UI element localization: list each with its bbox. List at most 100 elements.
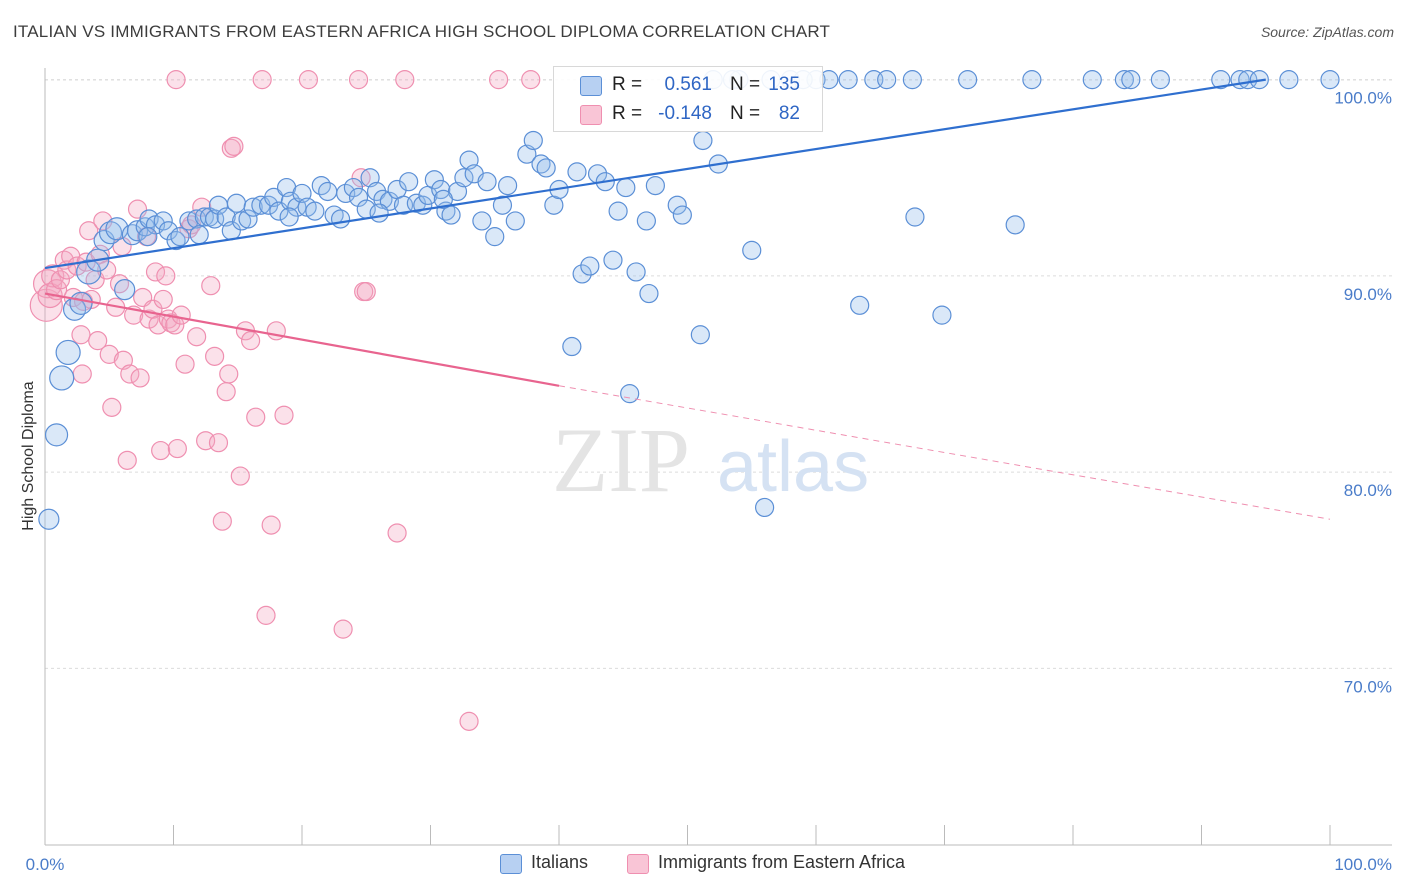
point-italians xyxy=(93,229,115,252)
point-italians xyxy=(498,176,518,196)
point-italians xyxy=(238,209,258,229)
y-tick-label: 70.0% xyxy=(1344,677,1392,696)
legend-label-immigrants: Immigrants from Eastern Africa xyxy=(658,852,906,872)
point-italians xyxy=(672,205,692,225)
point-italians xyxy=(348,187,369,207)
trend-line-immigrants-extension xyxy=(558,385,1331,520)
point-italians xyxy=(399,172,419,192)
point-italians xyxy=(567,162,587,182)
point-italians xyxy=(38,508,60,530)
point-italians xyxy=(330,209,351,229)
point-italians xyxy=(636,211,656,231)
source-label: Source: ZipAtlas.com xyxy=(1260,24,1394,40)
n-value: 135 xyxy=(768,74,800,95)
point-italians xyxy=(433,189,453,209)
point-immigrants xyxy=(205,346,225,366)
point-italians xyxy=(742,240,762,260)
trend-lines xyxy=(44,78,1331,520)
point-italians xyxy=(343,177,363,198)
r-label: R = xyxy=(612,103,643,124)
point-immigrants xyxy=(88,331,108,351)
y-tick-label: 90.0% xyxy=(1344,285,1392,304)
point-immigrants xyxy=(521,70,541,90)
tick-labels: 100.0% 90.0% 80.0% 70.0% 0.0% 100.0% xyxy=(26,89,1392,874)
point-immigrants xyxy=(130,368,150,388)
point-italians xyxy=(477,172,497,192)
point-immigrants xyxy=(166,70,186,90)
point-italians xyxy=(55,339,81,366)
point-immigrants xyxy=(167,438,187,459)
point-immigrants xyxy=(212,511,232,531)
legend-label-italians: Italians xyxy=(531,852,589,872)
point-italians xyxy=(1279,70,1299,90)
x-tick-label: 100.0% xyxy=(1334,855,1392,874)
point-italians xyxy=(318,181,338,202)
point-italians xyxy=(138,227,158,247)
point-immigrants xyxy=(252,70,272,90)
point-italians xyxy=(1082,70,1102,90)
n-label: N = xyxy=(730,103,761,124)
point-italians xyxy=(958,70,978,90)
point-immigrants xyxy=(93,211,113,231)
point-italians xyxy=(472,211,492,231)
point-immigrants xyxy=(216,382,236,402)
point-italians xyxy=(369,203,389,223)
point-italians xyxy=(850,295,870,315)
legend-swatch-italians xyxy=(580,76,602,96)
point-italians xyxy=(454,168,474,188)
point-immigrants xyxy=(459,711,479,731)
point-immigrants xyxy=(153,289,173,310)
trend-line-immigrants xyxy=(44,292,560,387)
point-italians xyxy=(580,256,600,276)
point-immigrants xyxy=(97,260,117,280)
point-italians xyxy=(838,70,858,90)
axes xyxy=(44,68,1392,846)
point-italians xyxy=(616,177,636,198)
point-italians xyxy=(485,227,505,247)
point-italians xyxy=(754,497,775,518)
y-axis-label: High School Diploma xyxy=(20,381,37,531)
point-italians xyxy=(98,221,123,245)
point-immigrants xyxy=(79,221,99,241)
stats-legend-row-immigrants: R = -0.148 N = 82 xyxy=(554,100,822,130)
point-italians xyxy=(1005,215,1025,235)
x-tick-label: 0.0% xyxy=(26,855,65,874)
point-immigrants xyxy=(274,405,294,425)
point-italians xyxy=(505,211,525,231)
point-immigrants xyxy=(175,354,195,374)
point-italians xyxy=(49,365,75,391)
point-italians xyxy=(690,325,710,345)
point-italians xyxy=(572,264,592,284)
point-immigrants xyxy=(246,407,266,427)
point-italians xyxy=(645,176,665,196)
point-immigrants xyxy=(50,270,71,290)
r-value: -0.148 xyxy=(658,103,712,124)
point-italians xyxy=(305,201,325,221)
point-immigrants xyxy=(230,466,250,486)
point-immigrants xyxy=(99,344,119,364)
n-label: N = xyxy=(730,74,761,95)
legend-swatch-italians xyxy=(500,854,522,874)
point-italians xyxy=(1150,70,1170,90)
point-italians xyxy=(902,70,922,90)
point-immigrants xyxy=(333,619,353,639)
chart-title: ITALIAN VS IMMIGRANTS FROM EASTERN AFRIC… xyxy=(13,22,831,41)
point-italians xyxy=(279,207,299,227)
point-immigrants xyxy=(298,70,319,90)
series-italians-points xyxy=(38,70,1340,530)
point-italians xyxy=(1320,70,1340,90)
point-italians xyxy=(69,291,93,315)
legend-swatch-immigrants xyxy=(580,105,602,125)
point-italians xyxy=(620,384,640,404)
point-immigrants xyxy=(348,70,369,90)
point-italians xyxy=(170,227,190,247)
r-value: 0.561 xyxy=(664,74,712,95)
trend-line-italians xyxy=(44,78,1266,270)
point-italians xyxy=(626,262,646,282)
point-italians xyxy=(932,305,952,325)
watermark-atlas: atlas xyxy=(717,427,869,507)
point-immigrants xyxy=(72,364,92,384)
point-immigrants xyxy=(102,397,122,417)
point-immigrants xyxy=(489,70,509,90)
